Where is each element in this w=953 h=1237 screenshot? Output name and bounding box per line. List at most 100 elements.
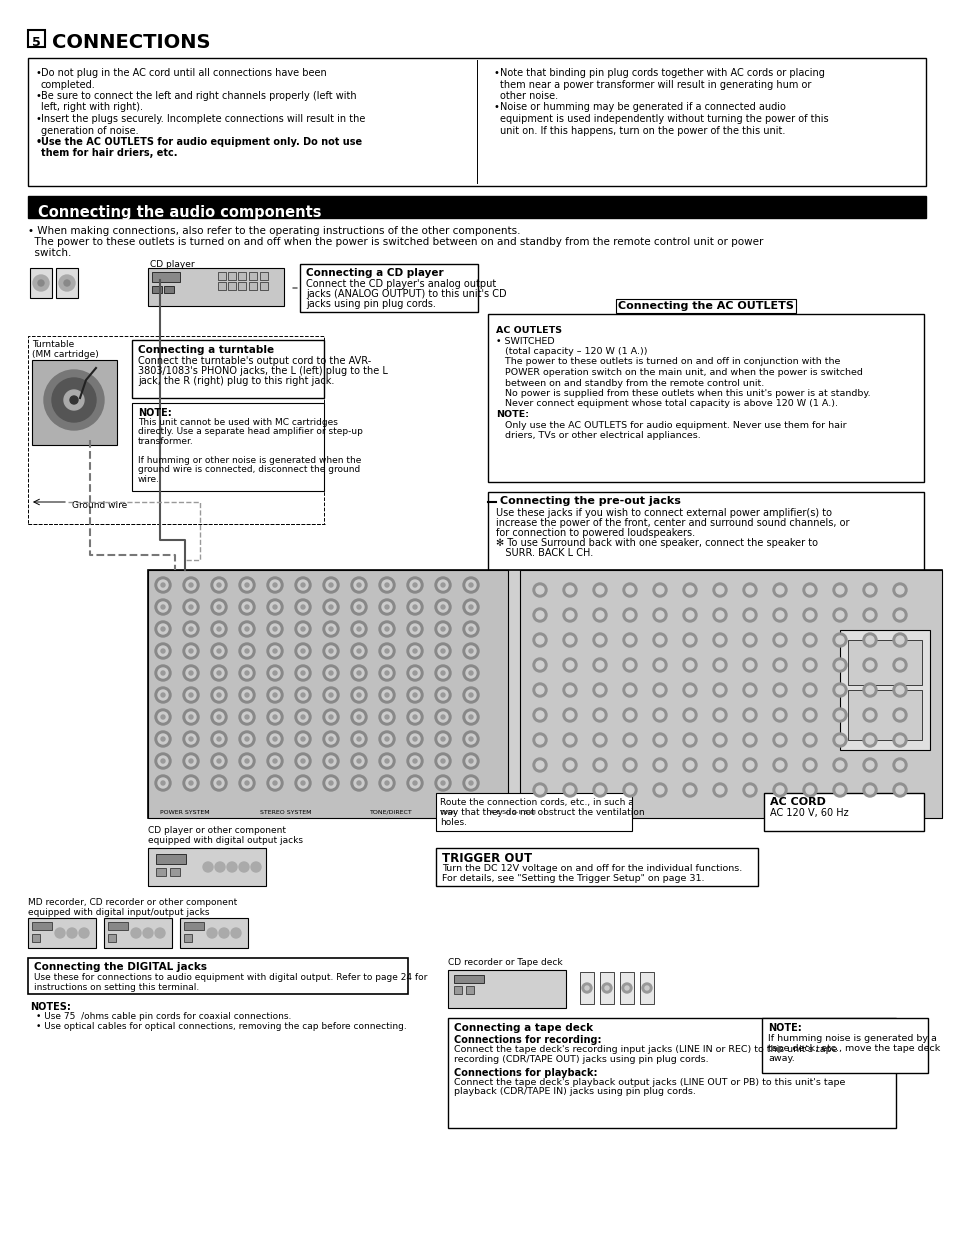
Circle shape — [716, 687, 723, 694]
Text: way that they do not obstruct the ventilation: way that they do not obstruct the ventil… — [439, 808, 644, 816]
Text: AC CORD: AC CORD — [769, 797, 825, 807]
Circle shape — [273, 781, 276, 785]
Circle shape — [536, 687, 543, 694]
Text: NOTES:: NOTES: — [30, 1002, 71, 1012]
Circle shape — [565, 636, 574, 644]
Bar — [32, 360, 117, 445]
Circle shape — [354, 623, 364, 635]
Circle shape — [381, 668, 392, 678]
Circle shape — [835, 687, 843, 694]
Circle shape — [154, 643, 171, 659]
Circle shape — [802, 583, 816, 597]
Bar — [152, 286, 162, 293]
Bar — [840, 630, 929, 750]
Circle shape — [533, 708, 546, 722]
Circle shape — [158, 734, 168, 743]
Circle shape — [805, 611, 813, 618]
Text: Connect the tape deck's playback output jacks (LINE OUT or PB) to this unit's ta: Connect the tape deck's playback output … — [454, 1077, 844, 1087]
Text: No power is supplied from these outlets when this unit's power is at standby.: No power is supplied from these outlets … — [496, 388, 870, 398]
Bar — [249, 272, 256, 280]
Circle shape — [593, 783, 606, 797]
Circle shape — [656, 636, 663, 644]
Circle shape — [562, 708, 577, 722]
Text: This unit cannot be used with MC cartridges: This unit cannot be used with MC cartrid… — [138, 418, 337, 427]
Bar — [28, 918, 96, 948]
Text: For details, see "Setting the Trigger Setup" on page 31.: For details, see "Setting the Trigger Se… — [441, 875, 703, 883]
Circle shape — [625, 785, 634, 794]
Bar — [639, 972, 654, 1004]
Circle shape — [245, 693, 249, 696]
Circle shape — [465, 580, 476, 590]
Bar — [28, 195, 925, 218]
Circle shape — [742, 708, 757, 722]
Circle shape — [716, 636, 723, 644]
Text: switch.: switch. — [28, 247, 71, 259]
Circle shape — [437, 690, 448, 700]
Circle shape — [273, 605, 276, 609]
Circle shape — [652, 783, 666, 797]
Circle shape — [772, 583, 786, 597]
Circle shape — [462, 687, 478, 703]
Circle shape — [227, 862, 236, 872]
Circle shape — [154, 599, 171, 615]
Circle shape — [211, 666, 227, 682]
Circle shape — [329, 715, 333, 719]
Circle shape — [356, 693, 360, 696]
Circle shape — [832, 734, 846, 747]
Circle shape — [381, 690, 392, 700]
Circle shape — [892, 734, 906, 747]
Circle shape — [356, 781, 360, 785]
Circle shape — [440, 781, 444, 785]
Circle shape — [301, 605, 305, 609]
Circle shape — [536, 636, 543, 644]
Circle shape — [211, 776, 227, 790]
Circle shape — [329, 670, 333, 675]
Circle shape — [622, 583, 637, 597]
Circle shape — [437, 623, 448, 635]
Circle shape — [536, 761, 543, 769]
Circle shape — [186, 734, 195, 743]
Circle shape — [251, 862, 261, 872]
Circle shape — [682, 783, 697, 797]
Circle shape — [323, 687, 338, 703]
Circle shape — [378, 621, 395, 637]
Bar — [156, 854, 186, 863]
Text: for connection to powered loudspeakers.: for connection to powered loudspeakers. — [496, 528, 695, 538]
Circle shape — [835, 611, 843, 618]
Text: If humming or other noise is generated when the: If humming or other noise is generated w… — [138, 456, 361, 465]
Circle shape — [712, 783, 726, 797]
Circle shape — [154, 776, 171, 790]
Circle shape — [301, 583, 305, 588]
Circle shape — [407, 709, 422, 725]
Circle shape — [641, 983, 651, 993]
Circle shape — [682, 633, 697, 647]
Text: The power to these outlets is turned on and off in conjunction with the: The power to these outlets is turned on … — [496, 357, 840, 366]
Circle shape — [410, 734, 419, 743]
Text: Use these for connections to audio equipment with digital output. Refer to page : Use these for connections to audio equip… — [34, 974, 427, 982]
Circle shape — [413, 627, 416, 631]
Circle shape — [805, 785, 813, 794]
Text: NOTE:: NOTE: — [767, 1023, 801, 1033]
Circle shape — [745, 661, 753, 669]
Circle shape — [469, 781, 473, 785]
Text: Connecting the pre-out jacks: Connecting the pre-out jacks — [499, 496, 680, 506]
Circle shape — [329, 627, 333, 631]
Circle shape — [231, 928, 241, 938]
Circle shape — [775, 761, 783, 769]
Circle shape — [67, 928, 77, 938]
Circle shape — [565, 761, 574, 769]
Circle shape — [835, 661, 843, 669]
Circle shape — [154, 709, 171, 725]
Bar — [488, 314, 923, 482]
Circle shape — [273, 670, 276, 675]
Circle shape — [685, 711, 693, 719]
Circle shape — [213, 580, 224, 590]
Text: CD recorder or Tape deck: CD recorder or Tape deck — [448, 957, 562, 967]
Text: •: • — [36, 68, 42, 78]
Circle shape — [294, 776, 311, 790]
Circle shape — [862, 658, 876, 672]
Circle shape — [802, 633, 816, 647]
Circle shape — [862, 609, 876, 622]
Circle shape — [562, 758, 577, 772]
Text: wire.: wire. — [138, 475, 160, 484]
